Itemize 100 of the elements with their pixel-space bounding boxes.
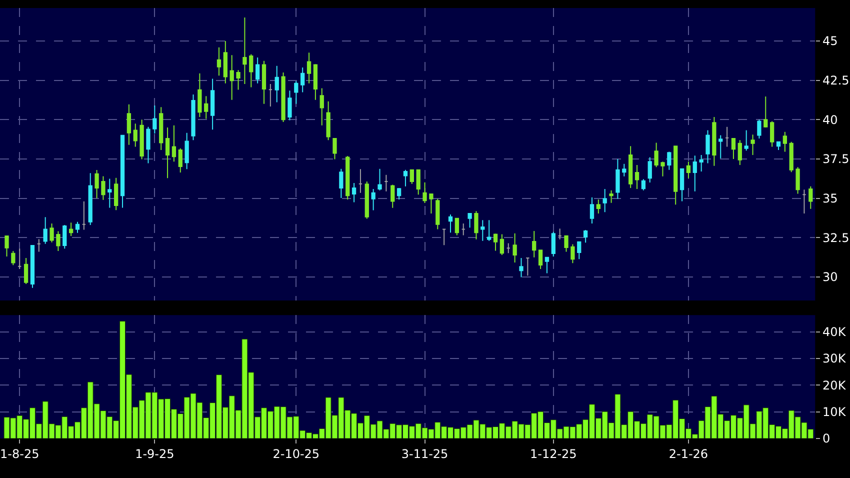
candlestick <box>50 222 54 243</box>
candlestick <box>750 134 755 156</box>
candlestick <box>178 148 182 173</box>
candlestick <box>436 198 440 230</box>
candlestick <box>506 242 510 254</box>
candlestick <box>474 210 478 240</box>
candlestick <box>410 169 414 184</box>
y-tick-label: 0 <box>822 432 830 446</box>
candlestick <box>493 233 498 252</box>
candlestick <box>242 16 247 84</box>
y-tick-label: 32.5 <box>822 230 850 245</box>
candlestick <box>674 146 678 206</box>
candlestick <box>288 90 292 121</box>
candlestick <box>75 221 80 234</box>
candlestick <box>249 54 254 88</box>
candlestick <box>654 142 658 168</box>
candlestick <box>294 80 298 104</box>
candlestick <box>429 194 434 214</box>
candlestick <box>660 161 665 177</box>
x-tick-label: 1-9-25 <box>135 446 174 461</box>
candlestick <box>346 155 350 200</box>
candlestick <box>416 169 420 196</box>
candlestick <box>558 228 562 240</box>
candlestick <box>281 72 286 123</box>
candlestick <box>512 232 517 263</box>
candlestick <box>114 177 118 211</box>
candlestick <box>159 106 164 151</box>
candlestick <box>352 182 356 203</box>
candlestick <box>686 161 691 179</box>
candlestick <box>680 168 684 202</box>
candlestick <box>532 230 536 258</box>
candlestick <box>480 220 485 242</box>
candlestick <box>731 138 736 160</box>
candlestick <box>667 151 672 170</box>
x-tick-label: 3-11-25 <box>401 446 448 461</box>
candlestick <box>24 258 28 284</box>
candlestick <box>583 230 588 244</box>
candlestick <box>757 119 762 140</box>
candlestick <box>101 176 106 200</box>
candlestick <box>390 184 395 208</box>
candlestick <box>744 130 748 152</box>
candlestick <box>378 168 382 191</box>
y-tick-label: 20K <box>822 378 847 392</box>
candlestick <box>236 70 240 90</box>
candlestick <box>551 231 556 257</box>
y-tick-label: 10K <box>822 405 847 420</box>
candlestick <box>699 154 704 172</box>
candlestick <box>577 241 582 260</box>
candlestick <box>172 124 176 162</box>
candlestick <box>255 57 260 84</box>
candlestick <box>30 244 35 288</box>
candlestick <box>223 40 228 84</box>
candlestick <box>204 96 208 120</box>
candlestick <box>776 141 781 151</box>
candlestick <box>590 196 594 224</box>
candlestick <box>326 100 330 141</box>
x-tick-label: 1-12-25 <box>530 446 577 461</box>
y-tick-label: 45 <box>822 34 838 48</box>
candlestick <box>88 172 92 226</box>
candlestick <box>519 258 524 278</box>
candlestick <box>628 146 633 189</box>
candlestick <box>165 127 170 179</box>
candlestick <box>133 123 138 148</box>
y-tick-label: 37.5 <box>822 152 850 166</box>
candlestick <box>706 130 710 164</box>
candlestick <box>371 188 376 211</box>
x-tick-label: 2-1-26 <box>668 446 708 461</box>
candlestick <box>692 155 697 192</box>
candlestick <box>442 228 446 246</box>
candlestick <box>274 65 279 103</box>
candlestick <box>320 88 324 126</box>
candlestick <box>712 116 716 166</box>
candlestick <box>43 216 48 244</box>
candlestick <box>216 46 222 76</box>
candlestick <box>358 168 363 194</box>
candlestick <box>198 72 202 118</box>
candlestick <box>300 66 305 93</box>
candlestick <box>396 188 402 200</box>
y-tick-label: 35 <box>822 191 838 206</box>
candlestick <box>140 119 144 160</box>
candlestick <box>120 134 125 208</box>
candlestick <box>538 250 543 270</box>
candlestick <box>448 214 453 234</box>
candlestick <box>602 188 607 213</box>
candlestick <box>82 200 86 230</box>
candlestick <box>570 244 575 264</box>
candlestick <box>789 141 794 173</box>
candlestick <box>526 258 530 276</box>
candlestick <box>641 178 646 191</box>
candlestick <box>68 222 74 237</box>
candlestick <box>782 131 787 152</box>
candlestick <box>764 96 768 128</box>
candlestick <box>36 238 41 252</box>
candlestick <box>544 256 550 274</box>
candlestick <box>808 186 813 210</box>
candlestick <box>210 78 215 130</box>
candlestick <box>802 189 806 214</box>
y-tick-label: 30K <box>822 352 847 366</box>
candlestick <box>622 163 626 177</box>
x-tick-label: 2-10-25 <box>272 446 320 461</box>
